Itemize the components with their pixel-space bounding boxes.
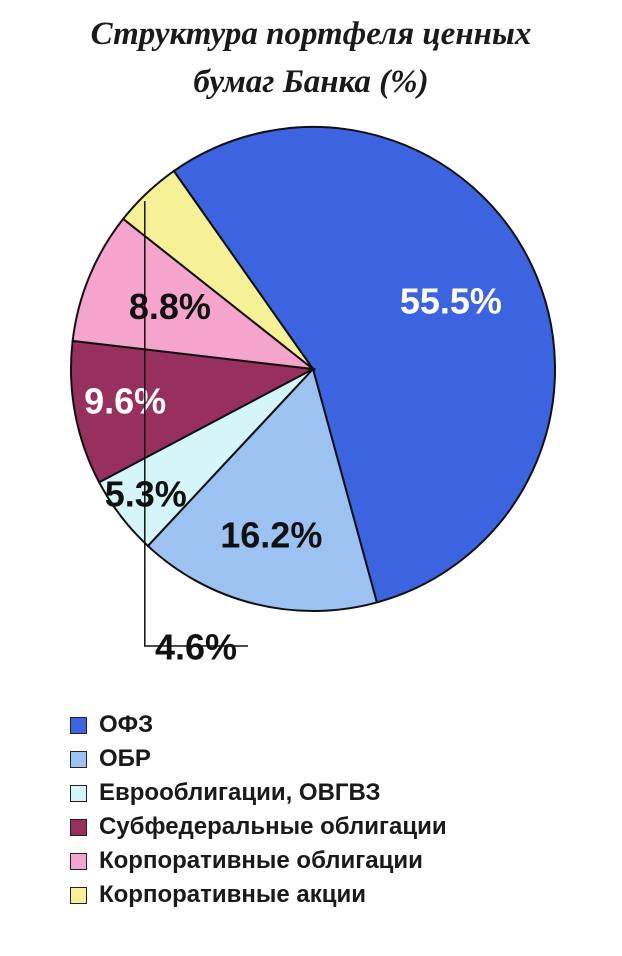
- pie-slice-subfederal-bonds: [70, 339, 317, 484]
- legend-label-corporate-shares: Корпоративные акции: [99, 881, 367, 908]
- pie-slice-corporate-shares: [121, 169, 314, 370]
- legend-swatch-corporate-shares: [70, 886, 87, 904]
- legend-label-ofz: ОФЗ: [99, 711, 154, 738]
- legend-item-subfederal-bonds: Субфедеральные облигации: [70, 810, 447, 844]
- pie-slice-ofz: [172, 126, 556, 604]
- pie-slice-obr: [146, 367, 379, 612]
- legend-swatch-ofz: [70, 716, 87, 734]
- pie-labels: 55.5% 16.2% 5.3% 9.6% 8.8% 4.6%: [84, 201, 502, 668]
- slice-label-subfederal-bonds: 9.6%: [84, 381, 166, 422]
- legend-item-corporate-shares: Корпоративные акции: [70, 878, 447, 912]
- legend-label-eurobonds: Еврооблигации, ОВГВЗ: [99, 779, 381, 806]
- legend-item-eurobonds: Еврооблигации, ОВГВЗ: [70, 776, 447, 810]
- chart-legend: ОФЗ ОБР Еврооблигации, ОВГВЗ Субфедераль…: [70, 708, 447, 912]
- leader-line-corporate-shares: [144, 201, 248, 647]
- legend-swatch-eurobonds: [70, 784, 87, 802]
- chart-title-line-1: Структура портфеля ценных: [90, 16, 532, 52]
- slice-label-corporate-bonds: 8.8%: [129, 286, 211, 327]
- slice-label-eurobonds: 5.3%: [105, 474, 187, 515]
- legend-item-corporate-bonds: Корпоративные облигации: [70, 844, 447, 878]
- pie-slices: [70, 126, 556, 612]
- legend-swatch-subfederal-bonds: [70, 818, 87, 836]
- pie-slice-corporate-bonds: [71, 217, 317, 371]
- slice-label-ofz: 55.5%: [400, 281, 502, 322]
- legend-label-obr: ОБР: [99, 745, 151, 772]
- legend-label-corporate-bonds: Корпоративные облигации: [99, 847, 423, 874]
- chart-title: Структура портфеля ценных бумаг Банка (%…: [0, 10, 622, 106]
- legend-swatch-obr: [70, 750, 87, 768]
- slice-label-corporate-shares: 4.6%: [155, 627, 237, 668]
- slice-label-obr: 16.2%: [220, 515, 322, 556]
- pie-chart: 55.5% 16.2% 5.3% 9.6% 8.8% 4.6%: [70, 126, 556, 668]
- legend-swatch-corporate-bonds: [70, 852, 87, 870]
- chart-title-line-2: бумаг Банка (%): [193, 64, 429, 100]
- legend-item-ofz: ОФЗ: [70, 708, 447, 742]
- legend-item-obr: ОБР: [70, 742, 447, 776]
- legend-label-subfederal-bonds: Субфедеральные облигации: [99, 813, 447, 840]
